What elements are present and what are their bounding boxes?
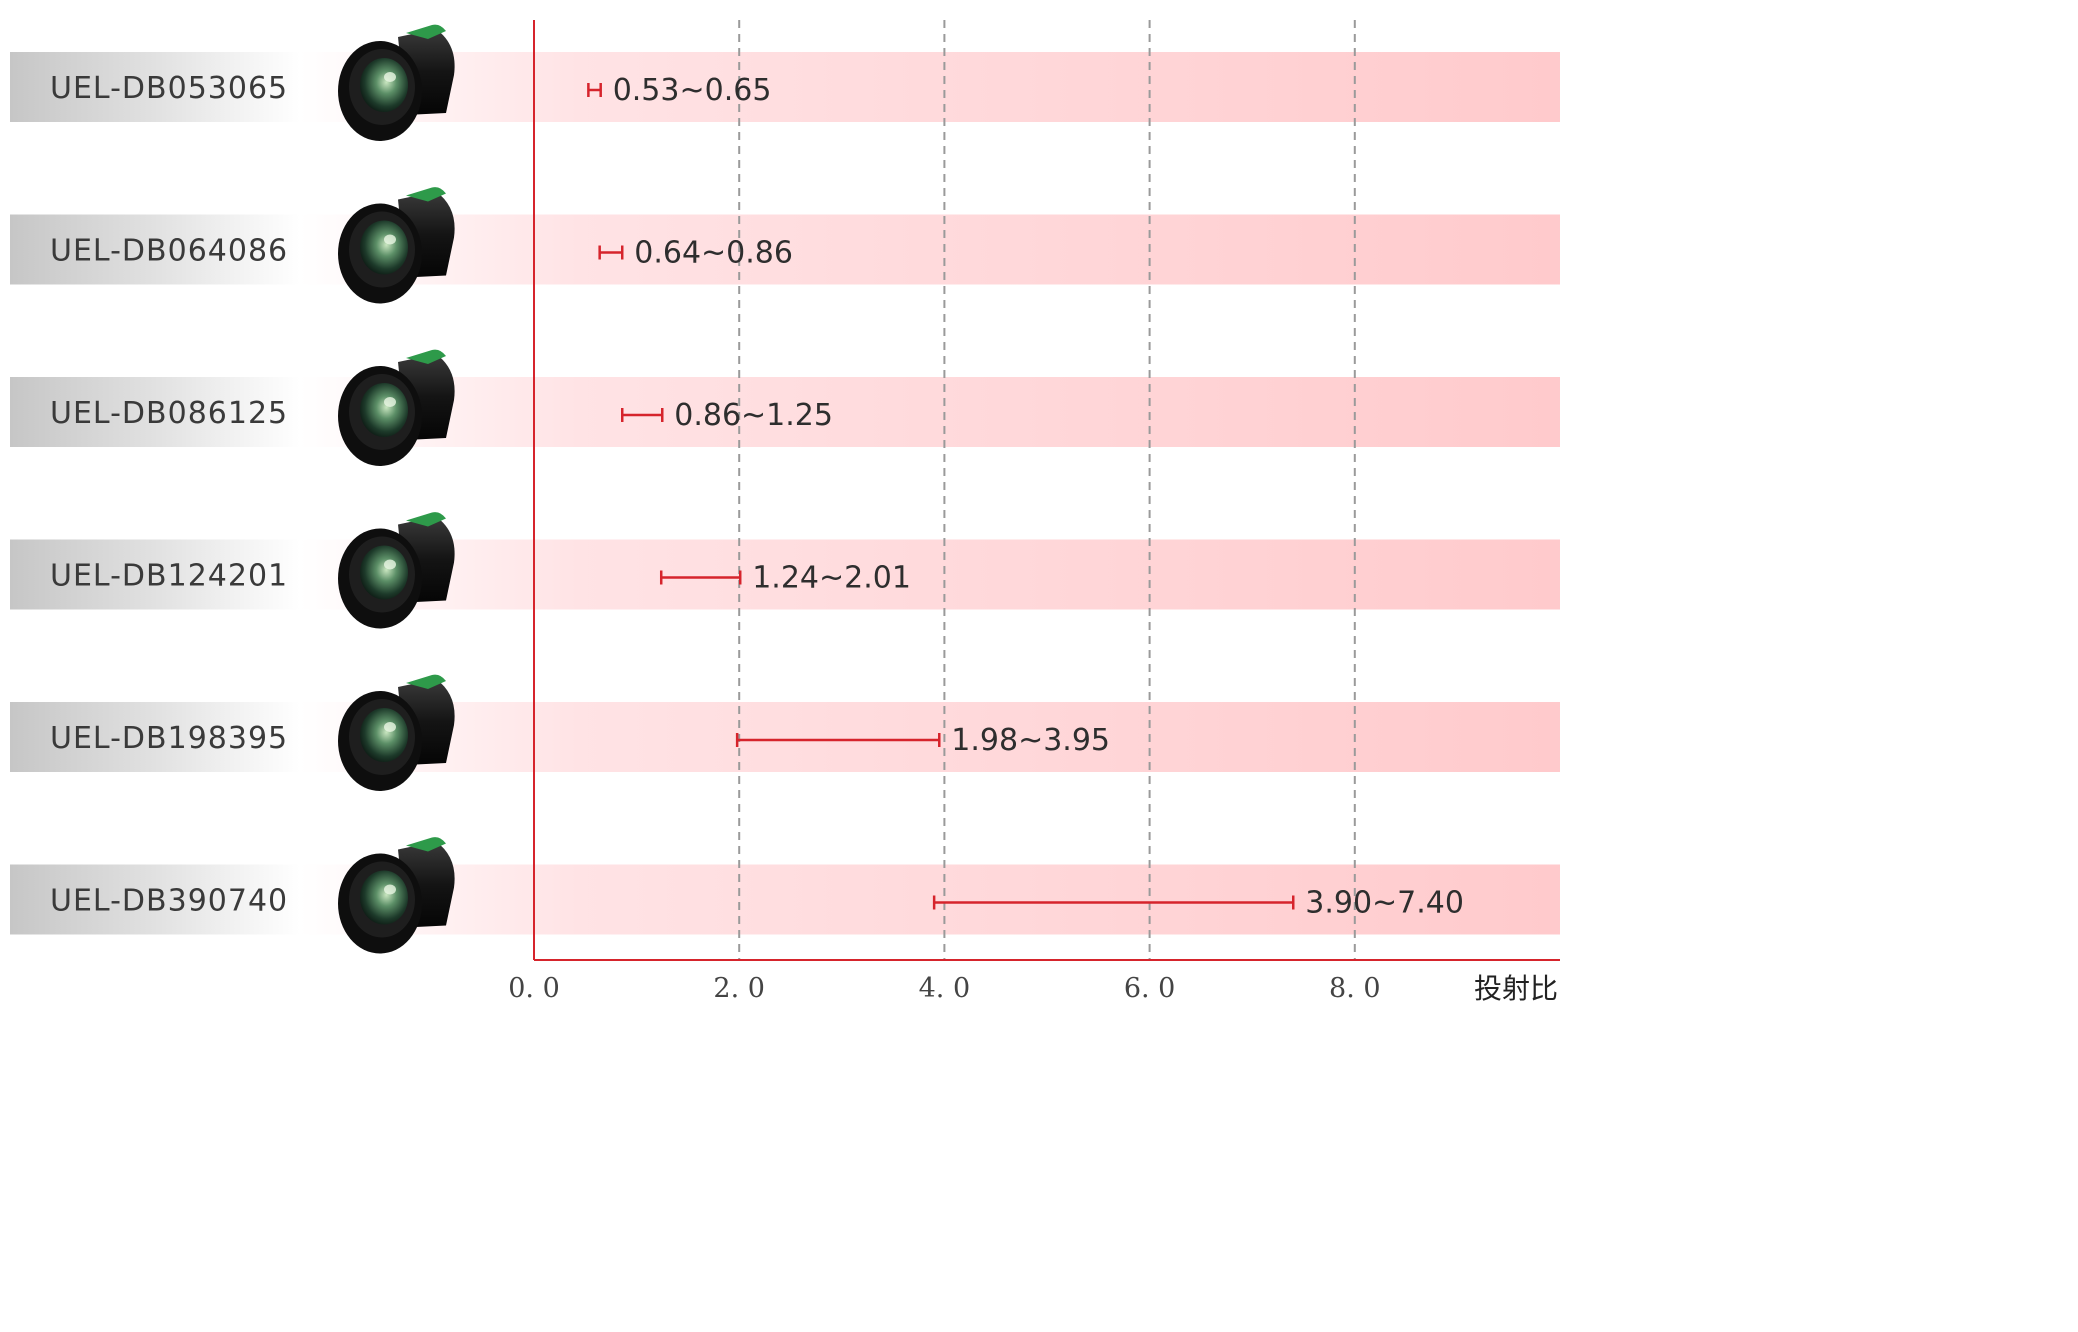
lens-glass (360, 870, 408, 925)
axes (533, 20, 1560, 961)
name-band (10, 539, 300, 610)
x-tick-labels: 0. 0 2. 0 4. 0 6. 0 8. 0 (508, 973, 1380, 1004)
lens-pcb (406, 512, 446, 527)
lens-model-name: UEL-DB390740 (50, 884, 288, 919)
lens-image (338, 674, 455, 791)
lens-model-name: UEL-DB124201 (50, 559, 288, 594)
x-tick-label: 0. 0 (508, 973, 560, 1004)
lens-image (338, 837, 455, 954)
lens-model-name: UEL-DB198395 (50, 721, 288, 756)
name-band (10, 214, 300, 285)
row-band (300, 864, 1560, 935)
x-axis-title: 投射比 (1474, 972, 1558, 1005)
throw-ratio-chart: UEL-DB053065 UEL-DB064086 UEL-DB086125 UEL-… (10, 20, 1560, 1005)
lens-highlight (384, 559, 396, 570)
lens-pcb (406, 187, 446, 202)
lens-pcb (406, 837, 446, 852)
lens-image (338, 24, 455, 141)
lens-image (338, 187, 455, 304)
row-band (300, 377, 1560, 447)
lens-images (338, 24, 455, 954)
range-label: 1.24~2.01 (752, 561, 911, 596)
lens-glass (360, 58, 408, 112)
lens-pcb (406, 349, 446, 364)
name-band (10, 864, 300, 935)
lens-image (338, 349, 455, 466)
gridlines (738, 20, 1356, 960)
range-label: 0.53~0.65 (613, 73, 772, 108)
lens-highlight (384, 234, 396, 245)
throw-ratio-ranges: 0.53~0.65 0.64~0.86 0.86~1.25 1.24~2.01 1.98… (587, 73, 1464, 921)
lens-model-name: UEL-DB053065 (50, 71, 288, 106)
range-label: 3.90~7.40 (1305, 886, 1464, 921)
x-tick-label: 6. 0 (1124, 973, 1176, 1004)
row-bands (10, 52, 1560, 935)
range-label: 1.98~3.95 (951, 723, 1110, 758)
row-band (300, 702, 1560, 772)
name-band (10, 377, 300, 447)
lens-glass (360, 383, 408, 437)
x-tick-label: 8. 0 (1329, 973, 1381, 1004)
lens-image (338, 512, 455, 629)
range-label: 0.64~0.86 (634, 236, 793, 271)
lens-glass (360, 545, 408, 600)
lens-highlight (384, 884, 396, 895)
x-tick-label: 2. 0 (713, 973, 765, 1004)
name-band (10, 702, 300, 772)
row-band (300, 52, 1560, 122)
lens-pcb (406, 24, 446, 39)
lens-model-name: UEL-DB064086 (50, 234, 288, 269)
row-band (300, 539, 1560, 610)
name-band (10, 52, 300, 122)
lens-highlight (384, 397, 396, 407)
range-label: 0.86~1.25 (674, 398, 833, 433)
lens-glass (360, 220, 408, 275)
x-tick-label: 4. 0 (919, 973, 971, 1004)
lens-pcb (406, 674, 446, 689)
lens-model-name: UEL-DB086125 (50, 396, 288, 431)
lens-highlight (384, 72, 396, 82)
lens-glass (360, 708, 408, 762)
lens-model-names: UEL-DB053065 UEL-DB064086 UEL-DB086125 UEL-… (50, 71, 288, 919)
row-band (300, 214, 1560, 285)
lens-highlight (384, 722, 396, 732)
